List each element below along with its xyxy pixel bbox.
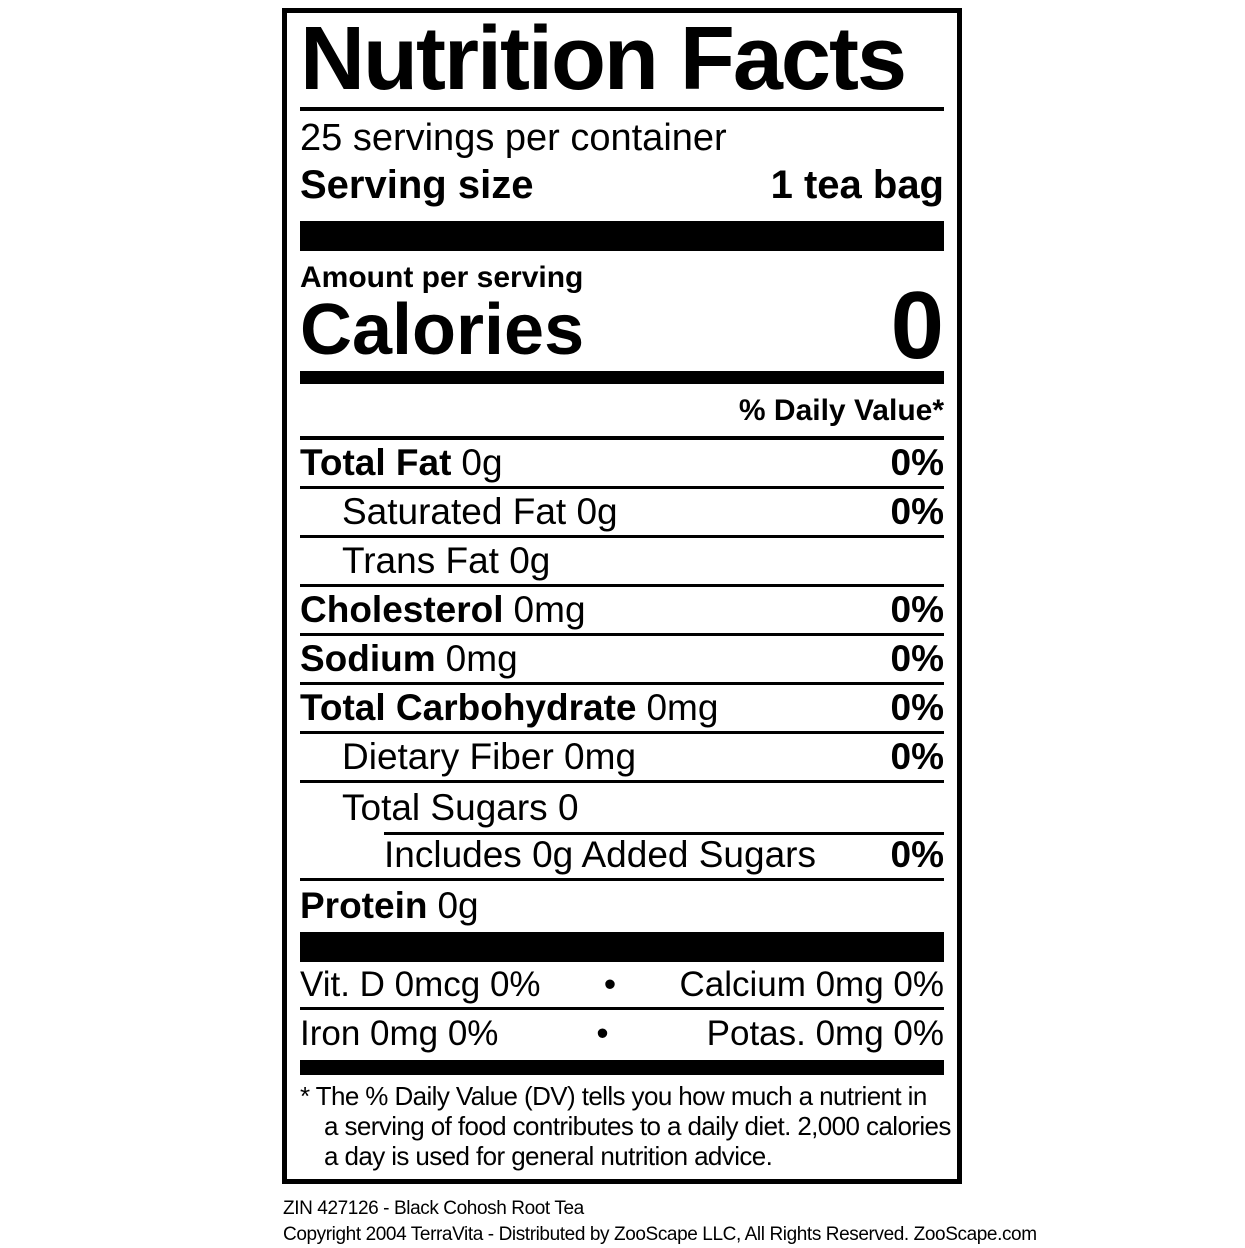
- nutrient-row-added-sugars: Includes 0g Added Sugars 0%: [300, 832, 944, 881]
- nutrient-row-sodium: Sodium 0mg 0%: [300, 636, 944, 685]
- nutrient-name: Total Fat: [300, 442, 452, 483]
- daily-value-header: % Daily Value*: [300, 384, 944, 440]
- nutrient-amount: Saturated Fat 0g: [342, 491, 618, 532]
- nutrient-amount: Total Sugars 0: [342, 786, 579, 828]
- bullet-separator: •: [596, 1014, 609, 1053]
- nutrient-amount: Trans Fat 0g: [342, 540, 551, 581]
- nutrient-amount: 0mg: [445, 638, 518, 679]
- nutrient-row-total-carbohydrate: Total Carbohydrate 0mg 0%: [300, 685, 944, 734]
- calories-separator-bar: [300, 371, 944, 384]
- calories-label: Calories: [300, 290, 585, 370]
- label-title: Nutrition Facts: [300, 9, 907, 109]
- nutrient-amount: 0g: [461, 442, 503, 483]
- micronutrient-right: Potas. 0mg 0%: [706, 1014, 944, 1053]
- footnote-line: a serving of food contributes to a daily…: [324, 1111, 951, 1141]
- footnote-line: * The % Daily Value (DV) tells you how m…: [300, 1081, 927, 1111]
- micronutrient-row-2: Iron 0mg 0% • Potas. 0mg 0%: [300, 1010, 944, 1058]
- nutrient-name: Cholesterol: [300, 589, 504, 630]
- footer-product-line: ZIN 427126 - Black Cohosh Root Tea: [283, 1198, 584, 1219]
- nutrient-row-dietary-fiber: Dietary Fiber 0mg 0%: [300, 734, 944, 783]
- serving-size-row: Serving size 1 tea bag: [300, 161, 944, 209]
- bullet-separator: •: [603, 964, 617, 1004]
- nutrient-amount: 0mg: [646, 687, 719, 728]
- nutrient-amount: Dietary Fiber 0mg: [342, 736, 637, 777]
- micronutrient-right: Calcium 0mg 0%: [679, 964, 944, 1004]
- nutrient-name: Total Carbohydrate: [300, 687, 637, 728]
- nutrient-name: Sodium: [300, 638, 436, 679]
- nutrient-row-trans-fat: Trans Fat 0g: [300, 538, 944, 587]
- micronutrient-left: Vit. D 0mcg 0%: [300, 964, 541, 1004]
- micronutrient-row-1: Vit. D 0mcg 0% • Calcium 0mg 0%: [300, 962, 944, 1010]
- label-footer: ZIN 427126 - Black Cohosh Root Tea Copyr…: [283, 1196, 1037, 1248]
- daily-value-footnote: * The % Daily Value (DV) tells you how m…: [300, 1081, 951, 1171]
- calories-value: 0: [890, 272, 944, 379]
- amount-per-serving-label: Amount per serving: [300, 261, 584, 294]
- nutrient-percent: 0%: [890, 687, 944, 728]
- nutrient-amount: 0mg: [513, 589, 586, 630]
- thick-separator-bar: [300, 221, 944, 251]
- footer-copyright-line: Copyright 2004 TerraVita - Distributed b…: [283, 1224, 1037, 1245]
- nutrient-percent: 0%: [890, 834, 944, 875]
- footnote-separator-bar: [300, 1060, 944, 1075]
- nutrient-row-total-fat: Total Fat 0g 0%: [300, 440, 944, 489]
- nutrient-row-saturated-fat: Saturated Fat 0g 0%: [300, 489, 944, 538]
- nutrition-facts-label: Nutrition Facts 25 servings per containe…: [282, 8, 962, 1184]
- serving-size-value: 1 tea bag: [770, 163, 944, 207]
- nutrient-percent: 0%: [890, 491, 944, 532]
- nutrient-percent: 0%: [890, 736, 944, 777]
- footnote-line: a day is used for general nutrition advi…: [324, 1141, 773, 1171]
- nutrient-amount: Includes 0g Added Sugars: [384, 834, 816, 875]
- nutrient-percent: 0%: [890, 638, 944, 679]
- nutrient-name: Protein: [300, 884, 428, 926]
- micronutrient-left: Iron 0mg 0%: [300, 1014, 499, 1053]
- title-divider: [300, 107, 944, 111]
- serving-size-label: Serving size: [300, 163, 534, 207]
- nutrient-percent: 0%: [890, 442, 944, 483]
- nutrient-row-protein: Protein 0g: [300, 881, 944, 930]
- nutrient-percent: 0%: [890, 589, 944, 630]
- nutrient-row-total-sugars: Total Sugars 0: [300, 783, 944, 832]
- servings-per-container: 25 servings per container: [300, 117, 727, 159]
- nutrient-amount: 0g: [437, 884, 479, 926]
- thick-separator-bar: [300, 932, 944, 962]
- calories-row: Calories 0: [300, 278, 944, 374]
- nutrient-row-cholesterol: Cholesterol 0mg 0%: [300, 587, 944, 636]
